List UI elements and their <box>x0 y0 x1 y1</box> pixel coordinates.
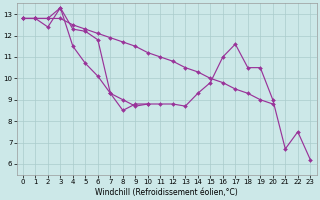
X-axis label: Windchill (Refroidissement éolien,°C): Windchill (Refroidissement éolien,°C) <box>95 188 238 197</box>
